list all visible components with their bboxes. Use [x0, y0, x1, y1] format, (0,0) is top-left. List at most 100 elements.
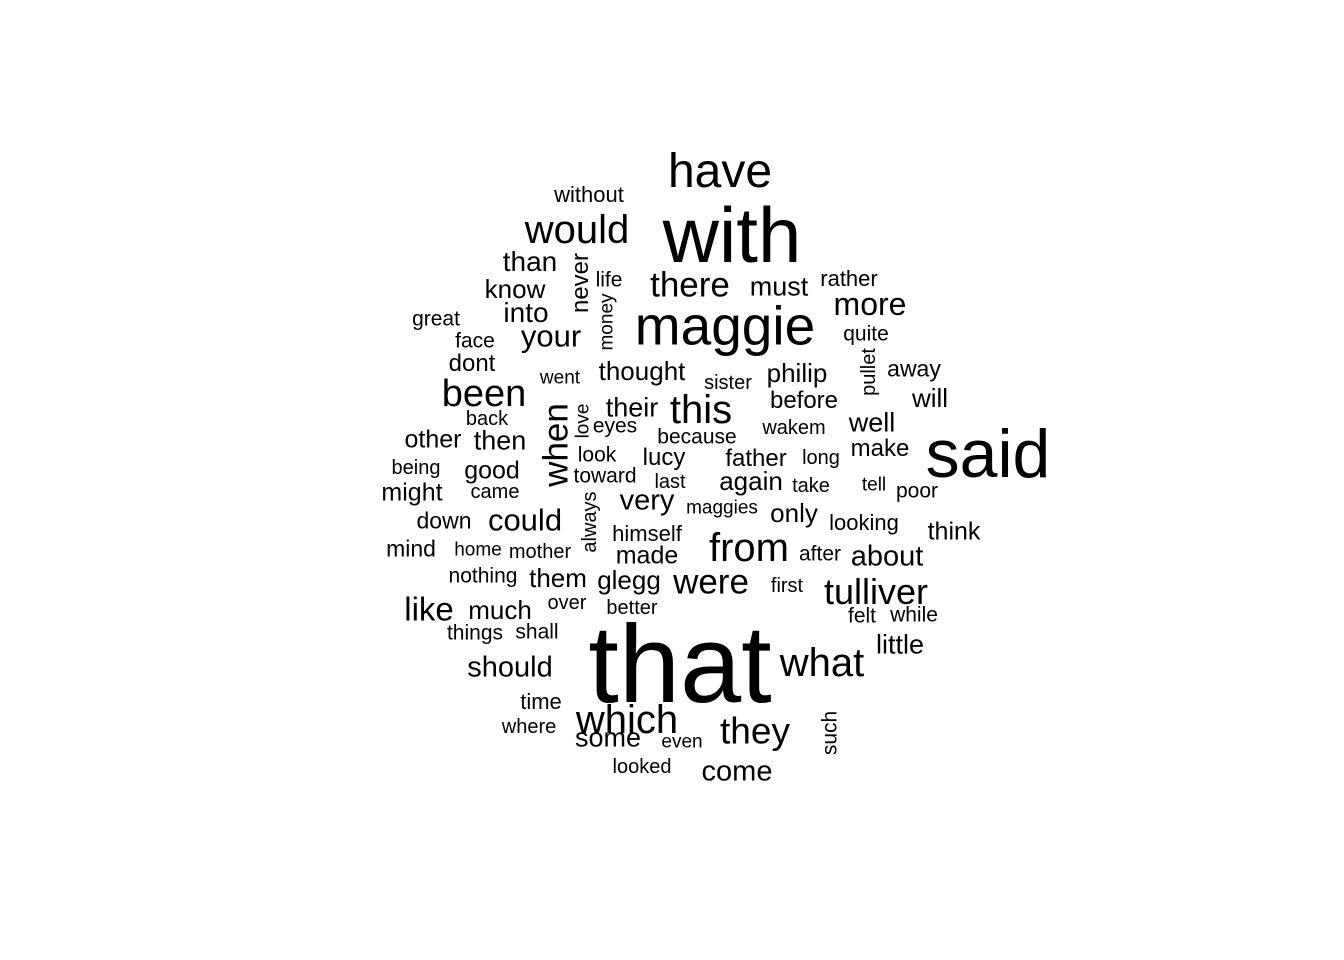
word-your: your [520, 318, 582, 354]
word-philip: philip [766, 358, 828, 388]
word-come: come [701, 755, 773, 788]
word-tulliver: tulliver [823, 571, 929, 612]
word-might: might [381, 478, 443, 507]
word-with: with [662, 191, 802, 279]
word-eyes: eyes [592, 414, 638, 438]
word-without: without [554, 182, 624, 207]
word-thought: thought [598, 356, 686, 386]
word-been: been [441, 373, 527, 415]
word-down: down [416, 507, 472, 534]
word-while: while [890, 603, 938, 627]
word-even: even [661, 731, 703, 753]
word-came: came [470, 481, 520, 503]
word-could: could [487, 502, 563, 538]
word-should: should [467, 651, 553, 684]
word-wakem: wakem [762, 417, 826, 439]
word-shall: shall [515, 620, 559, 644]
word-because: because [657, 425, 737, 449]
word-they: they [720, 710, 790, 752]
word-from: from [709, 526, 789, 570]
word-have: have [667, 145, 773, 198]
word-about: about [850, 540, 924, 573]
word-looking: looking [829, 510, 899, 535]
word-toward: toward [573, 464, 637, 488]
word-face: face [455, 329, 495, 353]
word-went: went [539, 367, 581, 389]
word-very: very [619, 484, 675, 517]
word-life: life [595, 268, 623, 292]
word-father: father [725, 445, 787, 472]
word-himself: himself [612, 521, 682, 546]
word-mind: mind [386, 535, 436, 562]
word-like: like [404, 590, 454, 628]
word-then: then [473, 425, 527, 456]
word-there: there [650, 265, 730, 305]
word-away: away [887, 355, 941, 382]
word-than: than [502, 246, 558, 277]
word-much: much [468, 595, 532, 625]
word-better: better [606, 597, 658, 619]
word-after: after [798, 542, 842, 566]
word-them: them [529, 563, 587, 593]
word-other: other [404, 425, 462, 454]
word-quite: quite [843, 322, 889, 346]
word-again: again [719, 466, 783, 496]
word-know: know [484, 274, 546, 304]
word-mother: mother [508, 541, 572, 563]
word-lucy: lucy [642, 444, 686, 471]
word-would: would [524, 208, 630, 252]
word-little: little [875, 629, 925, 660]
word-were: were [673, 562, 749, 602]
word-before: before [769, 387, 839, 414]
word-time: time [520, 689, 562, 714]
word-maggie: maggie [634, 294, 816, 357]
word-always: always [579, 491, 601, 553]
word-this: this [669, 388, 733, 432]
word-only: only [770, 498, 818, 528]
word-poor: poor [895, 479, 939, 503]
word-great: great [412, 307, 460, 331]
word-back: back [465, 408, 509, 430]
word-rather: rather [820, 266, 878, 291]
word-more: more [833, 286, 907, 322]
word-over: over [547, 592, 587, 614]
word-that: that [588, 603, 772, 726]
word-dont: dont [448, 350, 496, 377]
word-good: good [464, 456, 520, 485]
word-long: long [802, 447, 840, 469]
word-never: never [567, 252, 594, 314]
word-love: love [572, 403, 594, 439]
word-which: which [575, 698, 679, 742]
word-made: made [615, 541, 679, 570]
word-first: first [770, 575, 804, 597]
word-some: some [574, 722, 642, 753]
word-last: last [654, 471, 686, 493]
word-said: said [925, 416, 1051, 492]
word-make: make [850, 435, 910, 462]
word-when: when [536, 403, 576, 487]
word-maggies: maggies [686, 497, 758, 519]
word-sister: sister [704, 372, 752, 394]
word-money: money [596, 293, 618, 351]
word-must: must [749, 271, 809, 302]
word-pullet: pullet [858, 348, 880, 396]
word-glegg: glegg [597, 565, 661, 595]
word-home: home [454, 539, 502, 561]
word-think: think [927, 517, 981, 546]
word-such: such [818, 710, 842, 756]
word-what: what [779, 641, 865, 685]
word-take: take [792, 475, 830, 497]
word-will: will [911, 383, 949, 413]
word-tell: tell [861, 474, 887, 496]
word-being: being [391, 457, 441, 479]
word-looked: looked [612, 756, 672, 778]
word-well: well [848, 407, 896, 438]
word-their: their [605, 392, 659, 423]
word-nothing: nothing [448, 564, 518, 588]
word-things: things [446, 621, 504, 645]
word-felt: felt [847, 604, 877, 628]
word-look: look [577, 443, 617, 467]
word-where: where [501, 716, 557, 738]
word-into: into [503, 297, 549, 328]
